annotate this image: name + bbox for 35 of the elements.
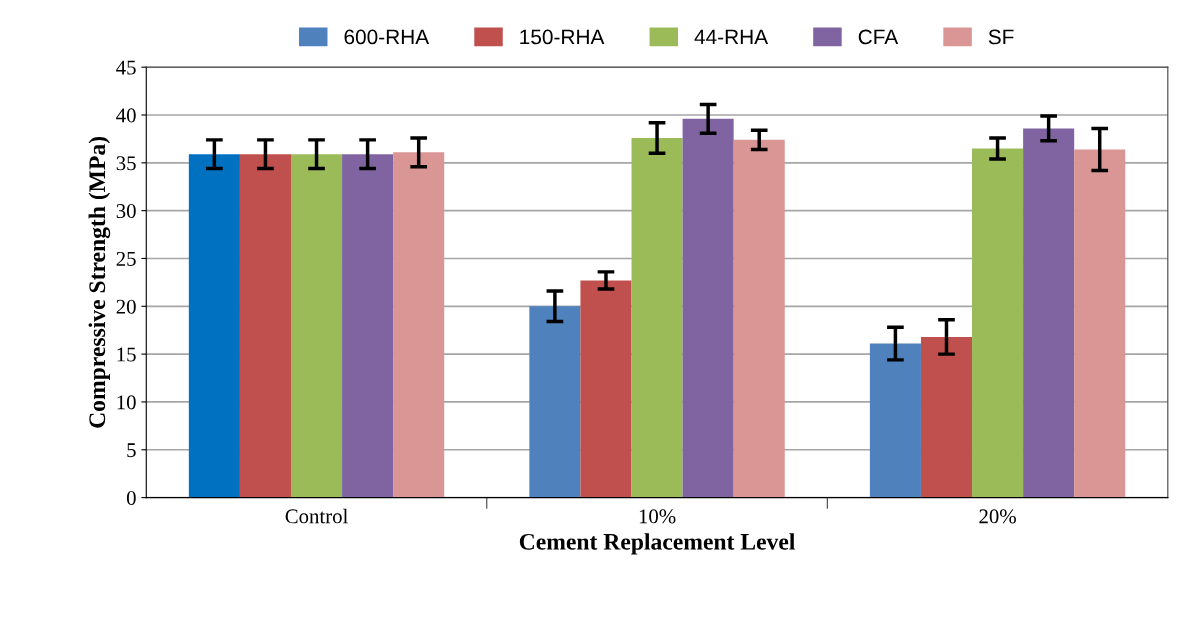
bar [631,137,683,498]
legend-label: 150-RHA [520,29,605,45]
x-axis-title: Cement Replacement Level [519,533,795,555]
legend-label: CFA [858,29,899,45]
bar [920,336,973,498]
x-tick-label: 10% [639,509,676,524]
x-tick-label: Control [285,508,348,524]
y-tick-label: 0 [126,490,136,506]
bar [1074,149,1126,498]
legend-label: SF [988,29,1014,45]
bar [239,154,291,498]
bar [580,280,632,498]
y-tick-label: 15 [117,347,136,362]
bar [342,154,394,498]
bar [529,306,581,498]
bar [1023,128,1075,498]
bar [682,118,734,498]
y-tick-label: 25 [116,251,136,266]
y-tick-label: 10 [117,395,136,410]
y-tick-label: 30 [116,204,136,219]
y-tick-label: 40 [116,108,136,123]
y-tick-label: 5 [127,443,136,458]
legend-label: 600-RHA [344,29,430,45]
y-tick-label: 20 [116,299,136,314]
x-tick-label: 20% [979,509,1016,524]
bar [393,152,445,498]
bar [733,139,785,498]
y-tick-label: 45 [116,60,136,75]
bar [972,148,1024,498]
bar [291,154,343,498]
bar [869,343,921,498]
y-axis-title: Compressive Strength (MPa) [88,136,111,428]
bar [188,154,240,498]
y-tick-label: 35 [116,156,136,171]
legend-label: 44-RHA [694,29,769,45]
